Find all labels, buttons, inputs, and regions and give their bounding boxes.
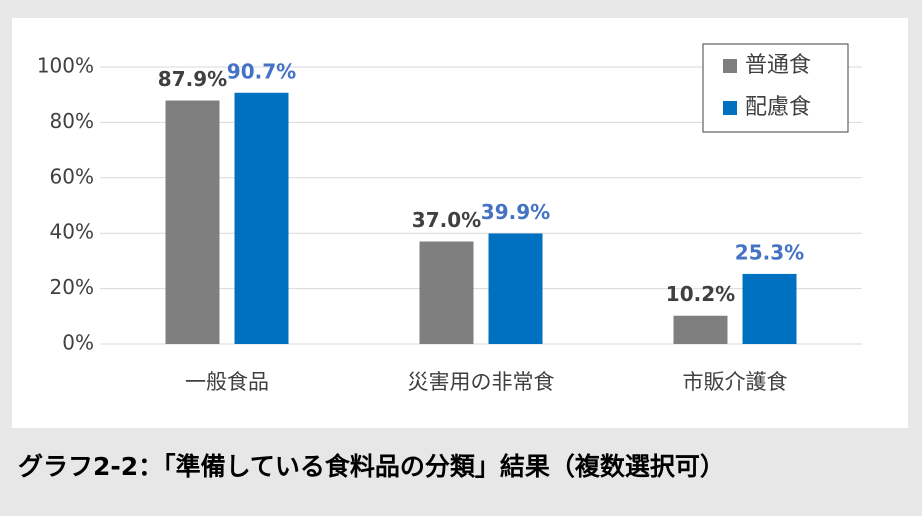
bar: [488, 233, 543, 344]
bar: [742, 273, 797, 344]
y-tick-label: 60%: [50, 164, 94, 188]
y-tick-label: 80%: [50, 109, 94, 133]
legend-label: 配慮食: [745, 95, 811, 120]
y-tick-label: 100%: [37, 54, 94, 78]
bar: [234, 92, 289, 344]
value-label: 25.3%: [735, 240, 804, 264]
value-label: 87.9%: [158, 67, 227, 91]
legend-swatch: [723, 101, 737, 115]
value-label: 37.0%: [412, 208, 481, 232]
value-label: 10.2%: [666, 282, 735, 306]
legend-label: 普通食: [745, 53, 811, 78]
x-tick-label: 災害用の非常食: [408, 370, 555, 394]
legend-swatch: [723, 59, 737, 73]
bar: [673, 315, 728, 344]
y-tick-label: 20%: [50, 275, 94, 299]
y-tick-label: 0%: [62, 331, 94, 355]
bar: [419, 241, 474, 344]
value-label: 90.7%: [227, 59, 296, 83]
x-tick-label: 市販介護食: [683, 370, 788, 394]
legend-box: [702, 43, 849, 133]
bar: [165, 100, 220, 344]
x-tick-label: 一般食品: [185, 370, 269, 394]
y-tick-label: 40%: [50, 220, 94, 244]
caption: グラフ2-2：「準備している食料品の分類」結果（複数選択可）: [18, 452, 725, 481]
value-label: 39.9%: [481, 200, 550, 224]
